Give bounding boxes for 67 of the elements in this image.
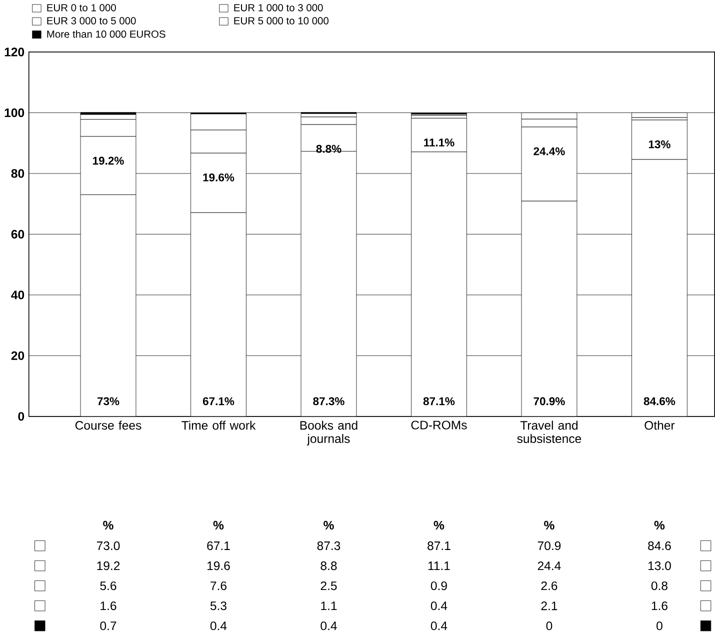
y-tick-label: 80: [11, 169, 24, 178]
text: %: [103, 520, 114, 530]
data-label: 1.1: [321, 601, 337, 610]
legend-label: EUR 3 000 to 5 000: [47, 17, 136, 24]
data-label: 5.3: [210, 601, 226, 610]
data-label: 0.4: [430, 601, 448, 610]
data-label: 19.6%: [203, 173, 234, 182]
x-tick-label: Travel and subsistence: [517, 420, 582, 443]
data-label: 1.6: [100, 601, 116, 610]
text: 87.3: [317, 541, 340, 550]
data-label: 0.4: [210, 621, 227, 630]
data-label: 73%: [97, 397, 120, 406]
text: 67.1: [207, 541, 230, 550]
text: 11.1: [428, 561, 450, 570]
y-tick-label: 0: [18, 412, 24, 421]
text: 13.0: [648, 561, 671, 570]
text: 19.2: [97, 561, 120, 570]
data-label: 2.5: [320, 581, 337, 590]
data-label: 87.3%: [313, 397, 344, 406]
bar: [632, 112, 688, 118]
data-label: 0.9: [430, 581, 447, 590]
data-label: 0.4: [320, 621, 337, 630]
data-label: 0.7: [100, 621, 116, 630]
data-label: 8.8%: [316, 144, 342, 153]
y-tick-label: 40: [11, 290, 24, 300]
data-label: 19.2%: [93, 156, 124, 165]
legend-label: EUR 0 to 1 000: [47, 4, 116, 12]
x-tick-label: Course fees: [75, 420, 142, 430]
data-label: 13%: [648, 140, 670, 148]
data-label: 24.4%: [534, 147, 565, 156]
y-tick-label: 100: [4, 108, 24, 117]
data-label: 67.1%: [202, 397, 234, 406]
text: %: [434, 520, 444, 530]
data-label: 0.4: [430, 621, 448, 630]
text: 73.0: [96, 541, 120, 550]
text: 19.6: [207, 561, 230, 570]
data-label: 84.6%: [644, 397, 676, 406]
data-label: 87.1%: [423, 397, 455, 406]
data-label: 11.1%: [424, 138, 454, 146]
text: 8.8: [320, 561, 337, 570]
text: 70.9: [538, 541, 561, 550]
x-tick-label: Other: [644, 420, 675, 430]
y-tick-label: 20: [11, 351, 24, 360]
y-tick-label: 120: [4, 48, 24, 56]
text: %: [324, 520, 334, 530]
data-label: 5.6: [100, 581, 116, 590]
y-tick-label: 60: [11, 230, 24, 238]
text: %: [544, 520, 554, 530]
data-label: 70.9%: [534, 397, 565, 406]
data-label: 2.6: [541, 581, 558, 590]
text: 24.4: [538, 561, 561, 570]
data-label: 0: [546, 621, 552, 630]
text: 84.6: [648, 541, 671, 550]
legend-label: More than 10 000 EUROS: [47, 30, 166, 38]
data-label: 0: [656, 621, 662, 630]
x-tick-label: Books and journals: [300, 420, 358, 446]
data-label: 1.6: [652, 601, 668, 610]
x-tick-label: Time off work: [182, 420, 256, 430]
text: %: [654, 520, 665, 530]
text: 87.1: [428, 541, 450, 550]
data-label: 7.6: [210, 581, 226, 590]
data-label: 2.1: [541, 601, 558, 610]
text: %: [213, 520, 224, 530]
legend-label: EUR 5 000 to 10 000: [234, 17, 329, 24]
x-tick-label: CD-ROMs: [411, 420, 467, 430]
legend-label: EUR 1 000 to 3 000: [234, 4, 323, 12]
data-label: 0.8: [651, 581, 668, 590]
